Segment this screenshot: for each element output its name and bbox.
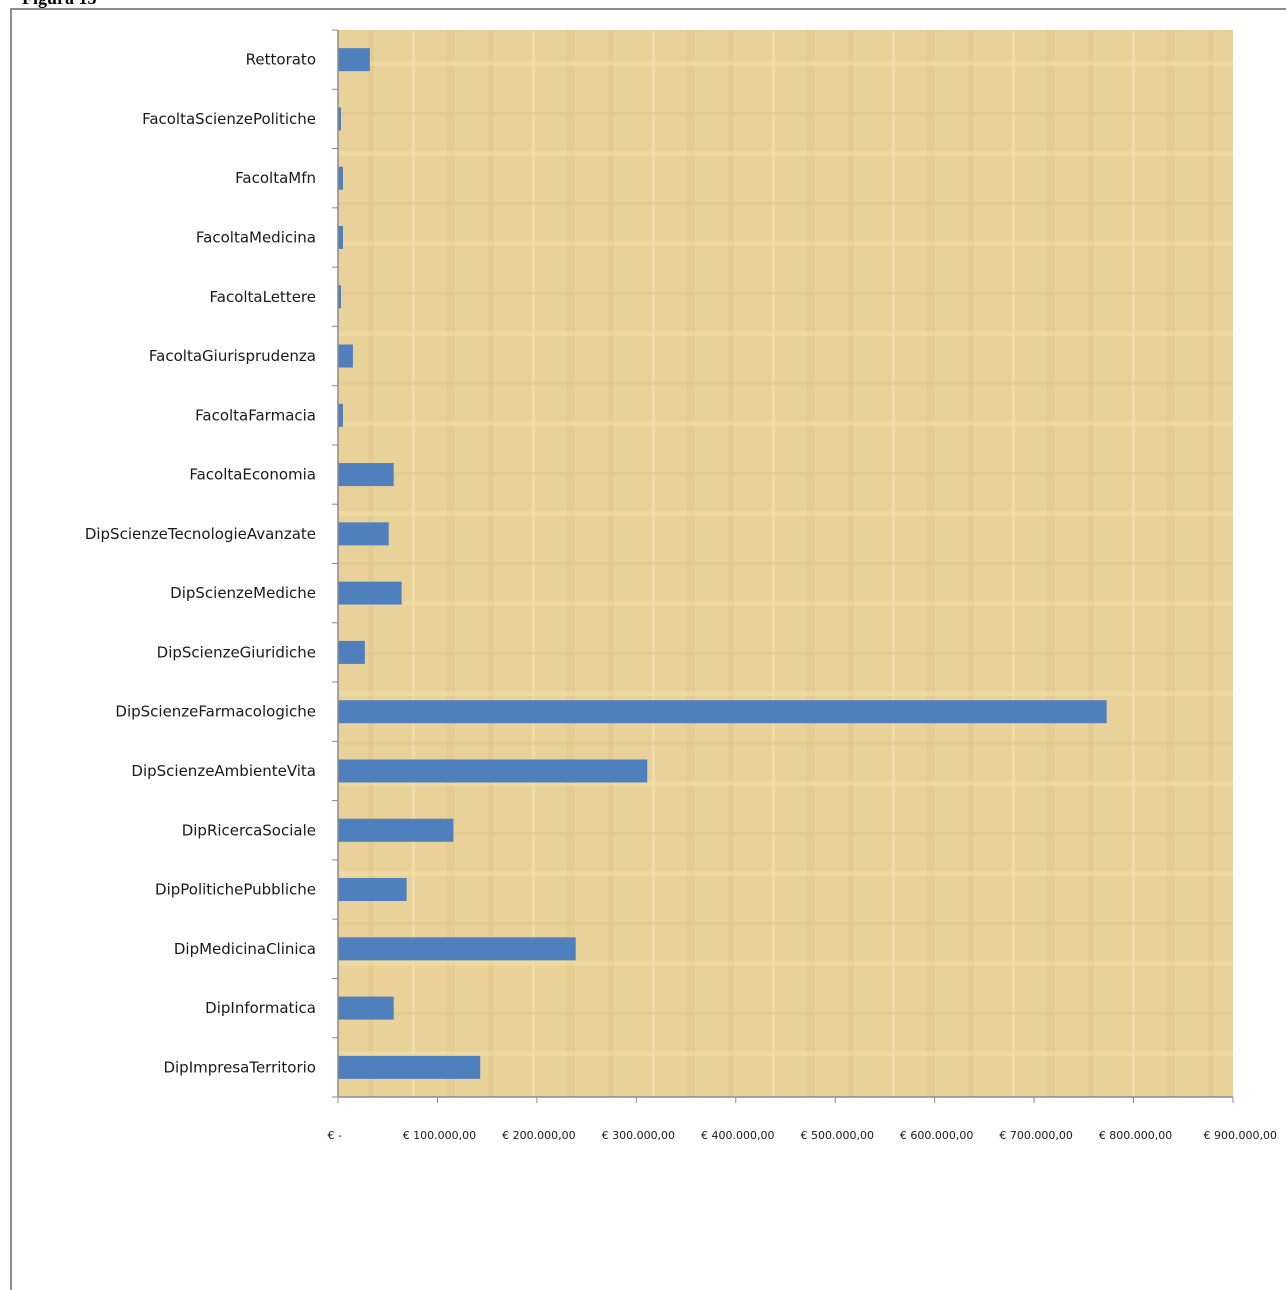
bar-FacoltaMedicina bbox=[338, 225, 343, 249]
category-label-FacoltaLettere: FacoltaLettere bbox=[210, 288, 317, 306]
category-label-DipMedicinaClinica: DipMedicinaClinica bbox=[174, 940, 316, 958]
category-label-FacoltaEconomia: FacoltaEconomia bbox=[189, 466, 316, 484]
bar-FacoltaGiurisprudenza bbox=[338, 344, 353, 368]
bar-DipScienzeGiuridiche bbox=[338, 640, 365, 664]
bar-DipRicercaSociale bbox=[338, 818, 454, 842]
category-label-DipScienzeMediche: DipScienzeMediche bbox=[170, 584, 316, 602]
bar-FacoltaMfn bbox=[338, 166, 343, 190]
x-tick-label: € 700.000,00 bbox=[999, 1129, 1072, 1142]
x-tick-label: € - bbox=[328, 1129, 342, 1142]
x-tick-label: € 600.000,00 bbox=[900, 1129, 973, 1142]
bar-DipScienzeMediche bbox=[338, 581, 402, 605]
category-label-DipScienzeTecnologieAvanzate: DipScienzeTecnologieAvanzate bbox=[85, 525, 316, 543]
bar-DipScienzeFarmacologiche bbox=[338, 700, 1107, 724]
category-label-FacoltaFarmacia: FacoltaFarmacia bbox=[195, 406, 316, 424]
x-tick-label: € 200.000,00 bbox=[502, 1129, 575, 1142]
category-label-DipScienzeGiuridiche: DipScienzeGiuridiche bbox=[157, 643, 316, 661]
category-label-DipRicercaSociale: DipRicercaSociale bbox=[182, 821, 316, 839]
figure-caption: Figura 15 bbox=[22, 0, 97, 9]
x-tick-label: € 400.000,00 bbox=[701, 1129, 774, 1142]
bar-DipInformatica bbox=[338, 996, 394, 1020]
x-tick-label: € 300.000,00 bbox=[602, 1129, 675, 1142]
bar-FacoltaFarmacia bbox=[338, 403, 343, 427]
category-label-Rettorato: Rettorato bbox=[246, 51, 316, 69]
figure-frame bbox=[10, 8, 1286, 1290]
plot-area bbox=[338, 30, 1233, 1097]
bar-Rettorato bbox=[338, 48, 370, 72]
category-label-DipScienzeFarmacologiche: DipScienzeFarmacologiche bbox=[115, 703, 316, 721]
x-tick-label: € 100.000,00 bbox=[403, 1129, 476, 1142]
x-tick-label: € 900.000,00 bbox=[1204, 1129, 1277, 1142]
bar-FacoltaLettere bbox=[338, 285, 341, 309]
category-label-FacoltaScienzePolitiche: FacoltaScienzePolitiche bbox=[142, 110, 316, 128]
x-tick-label: € 800.000,00 bbox=[1099, 1129, 1172, 1142]
x-tick-label: € 500.000,00 bbox=[800, 1129, 873, 1142]
category-label-DipScienzeAmbienteVita: DipScienzeAmbienteVita bbox=[131, 762, 316, 780]
bar-DipPolitichePubbliche bbox=[338, 878, 407, 902]
category-label-FacoltaMfn: FacoltaMfn bbox=[235, 169, 316, 187]
bar-DipImpresaTerritorio bbox=[338, 1055, 481, 1079]
bar-FacoltaScienzePolitiche bbox=[338, 107, 341, 131]
bar-DipScienzeTecnologieAvanzate bbox=[338, 522, 389, 546]
bar-DipMedicinaClinica bbox=[338, 937, 576, 961]
category-label-FacoltaMedicina: FacoltaMedicina bbox=[196, 228, 316, 246]
category-label-DipInformatica: DipInformatica bbox=[205, 999, 316, 1017]
category-label-DipPolitichePubbliche: DipPolitichePubbliche bbox=[155, 881, 316, 899]
category-label-DipImpresaTerritorio: DipImpresaTerritorio bbox=[163, 1058, 316, 1076]
bar-FacoltaEconomia bbox=[338, 463, 394, 487]
category-label-FacoltaGiurisprudenza: FacoltaGiurisprudenza bbox=[149, 347, 316, 365]
bar-DipScienzeAmbienteVita bbox=[338, 759, 648, 783]
